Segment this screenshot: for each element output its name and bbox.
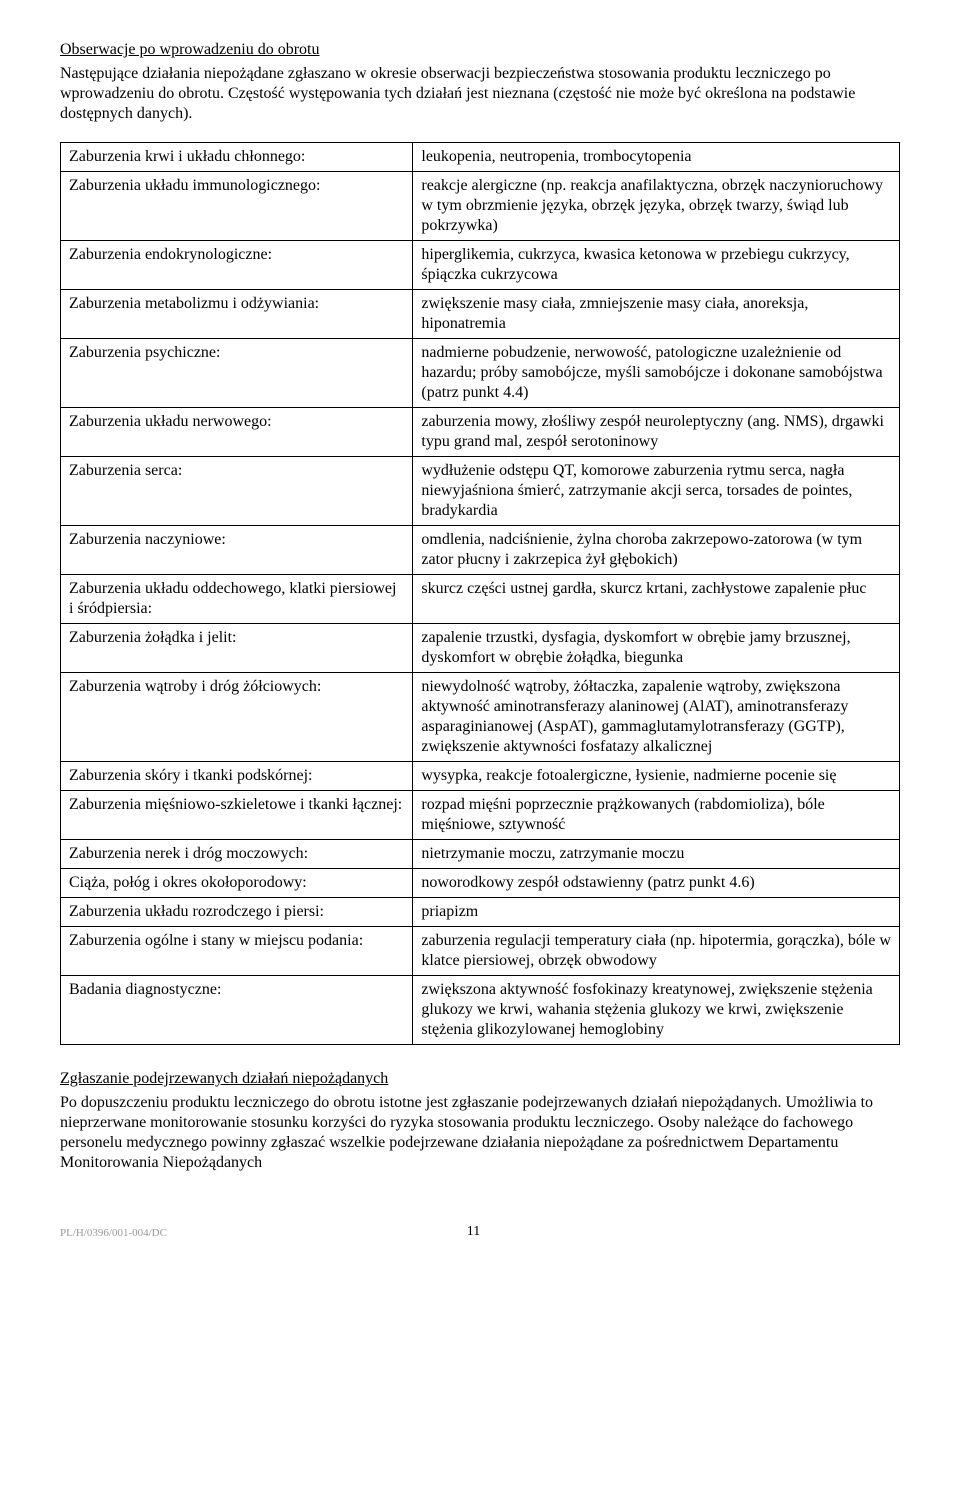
system-organ-class: Zaburzenia wątroby i dróg żółciowych: xyxy=(61,673,413,762)
adverse-reactions-table: Zaburzenia krwi i układu chłonnego:leuko… xyxy=(60,142,900,1045)
adverse-reaction-description: skurcz części ustnej gardła, skurcz krta… xyxy=(413,575,900,624)
adverse-reaction-description: omdlenia, nadciśnienie, żylna choroba za… xyxy=(413,526,900,575)
adverse-reaction-description: priapizm xyxy=(413,898,900,927)
adverse-reaction-description: leukopenia, neutropenia, trombocytopenia xyxy=(413,143,900,172)
adverse-reaction-description: zaburzenia regulacji temperatury ciała (… xyxy=(413,927,900,976)
table-row: Zaburzenia nerek i dróg moczowych:nietrz… xyxy=(61,840,900,869)
table-row: Zaburzenia krwi i układu chłonnego:leuko… xyxy=(61,143,900,172)
system-organ-class: Badania diagnostyczne: xyxy=(61,976,413,1045)
table-row: Zaburzenia układu oddechowego, klatki pi… xyxy=(61,575,900,624)
table-row: Zaburzenia psychiczne:nadmierne pobudzen… xyxy=(61,339,900,408)
system-organ-class: Zaburzenia układu rozrodczego i piersi: xyxy=(61,898,413,927)
table-row: Zaburzenia skóry i tkanki podskórnej:wys… xyxy=(61,762,900,791)
adverse-reaction-description: noworodkowy zespół odstawienny (patrz pu… xyxy=(413,869,900,898)
adverse-reaction-description: zapalenie trzustki, dysfagia, dyskomfort… xyxy=(413,624,900,673)
system-organ-class: Zaburzenia psychiczne: xyxy=(61,339,413,408)
table-row: Zaburzenia układu immunologicznego:reakc… xyxy=(61,172,900,241)
section-heading-observations: Obserwacje po wprowadzeniu do obrotu xyxy=(60,40,900,60)
system-organ-class: Zaburzenia układu oddechowego, klatki pi… xyxy=(61,575,413,624)
adverse-reaction-description: reakcje alergiczne (np. reakcja anafilak… xyxy=(413,172,900,241)
table-row: Badania diagnostyczne:zwiększona aktywno… xyxy=(61,976,900,1045)
table-row: Zaburzenia układu rozrodczego i piersi:p… xyxy=(61,898,900,927)
intro-paragraph: Następujące działania niepożądane zgłasz… xyxy=(60,64,900,124)
reporting-paragraph: Po dopuszczeniu produktu leczniczego do … xyxy=(60,1093,900,1173)
adverse-reaction-description: rozpad mięśni poprzecznie prążkowanych (… xyxy=(413,791,900,840)
page-footer: PL/H/0396/001-004/DC 11 xyxy=(60,1223,900,1241)
system-organ-class: Zaburzenia metabolizmu i odżywiania: xyxy=(61,290,413,339)
table-row: Zaburzenia ogólne i stany w miejscu poda… xyxy=(61,927,900,976)
system-organ-class: Zaburzenia endokrynologiczne: xyxy=(61,241,413,290)
page-number: 11 xyxy=(167,1223,780,1241)
adverse-reaction-description: zaburzenia mowy, złośliwy zespół neurole… xyxy=(413,408,900,457)
table-row: Zaburzenia wątroby i dróg żółciowych:nie… xyxy=(61,673,900,762)
system-organ-class: Zaburzenia skóry i tkanki podskórnej: xyxy=(61,762,413,791)
system-organ-class: Ciąża, połóg i okres okołoporodowy: xyxy=(61,869,413,898)
adverse-reaction-description: niewydolność wątroby, żółtaczka, zapalen… xyxy=(413,673,900,762)
system-organ-class: Zaburzenia naczyniowe: xyxy=(61,526,413,575)
system-organ-class: Zaburzenia krwi i układu chłonnego: xyxy=(61,143,413,172)
adverse-reaction-description: zwiększona aktywność fosfokinazy kreatyn… xyxy=(413,976,900,1045)
system-organ-class: Zaburzenia układu immunologicznego: xyxy=(61,172,413,241)
system-organ-class: Zaburzenia układu nerwowego: xyxy=(61,408,413,457)
system-organ-class: Zaburzenia serca: xyxy=(61,457,413,526)
table-row: Zaburzenia układu nerwowego:zaburzenia m… xyxy=(61,408,900,457)
system-organ-class: Zaburzenia nerek i dróg moczowych: xyxy=(61,840,413,869)
table-row: Zaburzenia metabolizmu i odżywiania:zwię… xyxy=(61,290,900,339)
system-organ-class: Zaburzenia ogólne i stany w miejscu poda… xyxy=(61,927,413,976)
adverse-reaction-description: nietrzymanie moczu, zatrzymanie moczu xyxy=(413,840,900,869)
adverse-reaction-description: hiperglikemia, cukrzyca, kwasica ketonow… xyxy=(413,241,900,290)
adverse-reaction-description: nadmierne pobudzenie, nerwowość, patolog… xyxy=(413,339,900,408)
table-row: Zaburzenia naczyniowe:omdlenia, nadciśni… xyxy=(61,526,900,575)
table-row: Zaburzenia endokrynologiczne:hiperglikem… xyxy=(61,241,900,290)
adverse-reaction-description: zwiększenie masy ciała, zmniejszenie mas… xyxy=(413,290,900,339)
system-organ-class: Zaburzenia żołądka i jelit: xyxy=(61,624,413,673)
table-row: Zaburzenia żołądka i jelit:zapalenie trz… xyxy=(61,624,900,673)
document-code: PL/H/0396/001-004/DC xyxy=(60,1227,167,1241)
system-organ-class: Zaburzenia mięśniowo-szkieletowe i tkank… xyxy=(61,791,413,840)
section-heading-reporting: Zgłaszanie podejrzewanych działań niepoż… xyxy=(60,1069,900,1089)
adverse-reaction-description: wysypka, reakcje fotoalergiczne, łysieni… xyxy=(413,762,900,791)
table-row: Zaburzenia serca:wydłużenie odstępu QT, … xyxy=(61,457,900,526)
table-row: Ciąża, połóg i okres okołoporodowy:nowor… xyxy=(61,869,900,898)
adverse-reaction-description: wydłużenie odstępu QT, komorowe zaburzen… xyxy=(413,457,900,526)
table-row: Zaburzenia mięśniowo-szkieletowe i tkank… xyxy=(61,791,900,840)
